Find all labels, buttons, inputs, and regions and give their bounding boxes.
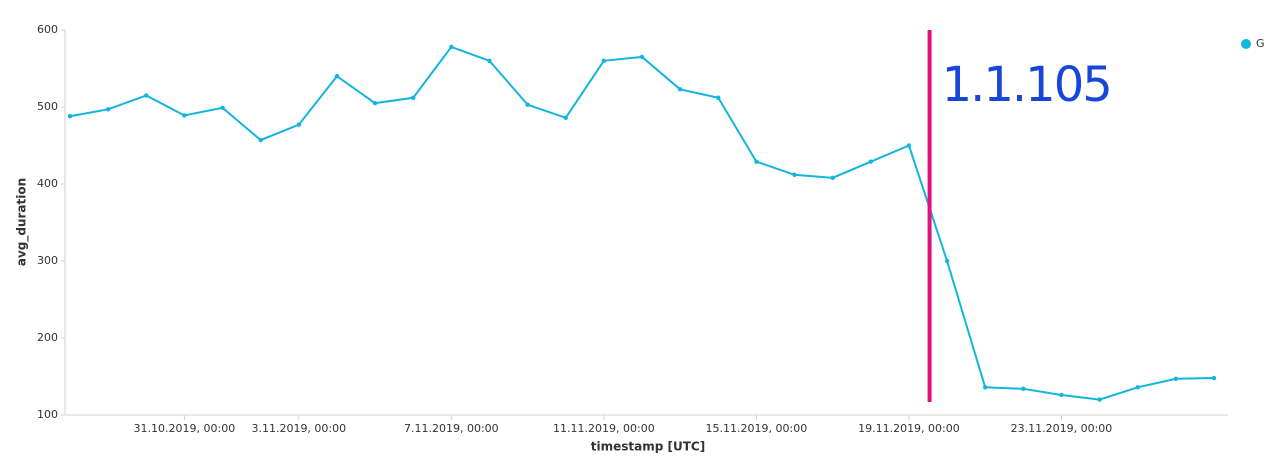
data-point [944, 258, 950, 264]
data-point [449, 44, 454, 50]
data-point [830, 175, 835, 181]
y-tick-label: 400 [37, 177, 58, 190]
legend-marker [1241, 39, 1251, 49]
data-point [754, 159, 759, 164]
y-tick-label: 600 [37, 23, 58, 36]
data-point [563, 115, 568, 120]
data-point [411, 95, 416, 100]
data-point [144, 93, 149, 98]
data-point [677, 87, 683, 92]
x-axis-title: timestamp [UTC] [591, 440, 705, 454]
data-point [716, 95, 721, 100]
x-tick-label: 31.10.2019, 00:00 [134, 422, 236, 435]
x-tick-label: 23.11.2019, 00:00 [1011, 422, 1113, 435]
release-label: 1.1.105 [942, 57, 1111, 113]
data-point [67, 114, 73, 119]
y-tick-label: 300 [37, 254, 58, 267]
x-tick-label: 11.11.2019, 00:00 [553, 422, 655, 435]
data-point [983, 385, 988, 390]
data-point [372, 100, 378, 106]
data-point [1021, 386, 1026, 392]
data-point [601, 58, 607, 63]
x-tick-label: 7.11.2019, 00:00 [404, 422, 499, 435]
data-point [1173, 376, 1179, 382]
y-tick-label: 500 [37, 100, 58, 113]
data-point [182, 113, 187, 118]
y-axis-title: avg_duration [15, 178, 30, 266]
data-point [1059, 392, 1064, 398]
legend-label: G [1256, 37, 1265, 50]
x-tick-label: 19.11.2019, 00:00 [858, 422, 960, 435]
data-point [1211, 375, 1217, 381]
data-point [792, 172, 797, 177]
data-point [639, 54, 645, 60]
data-point [906, 143, 912, 148]
x-tick-label: 15.11.2019, 00:00 [706, 422, 808, 435]
data-point [487, 58, 492, 63]
data-point [220, 105, 225, 110]
x-tick-label: 3.11.2019, 00:00 [251, 422, 346, 435]
data-point [334, 74, 340, 79]
data-point [868, 159, 873, 164]
data-point [525, 102, 530, 107]
y-tick-label: 200 [37, 331, 58, 344]
data-point [1135, 385, 1140, 390]
data-point [258, 137, 263, 143]
data-point [1097, 397, 1102, 402]
data-point [296, 122, 301, 127]
y-tick-label: 100 [37, 408, 58, 421]
data-point [105, 107, 111, 112]
